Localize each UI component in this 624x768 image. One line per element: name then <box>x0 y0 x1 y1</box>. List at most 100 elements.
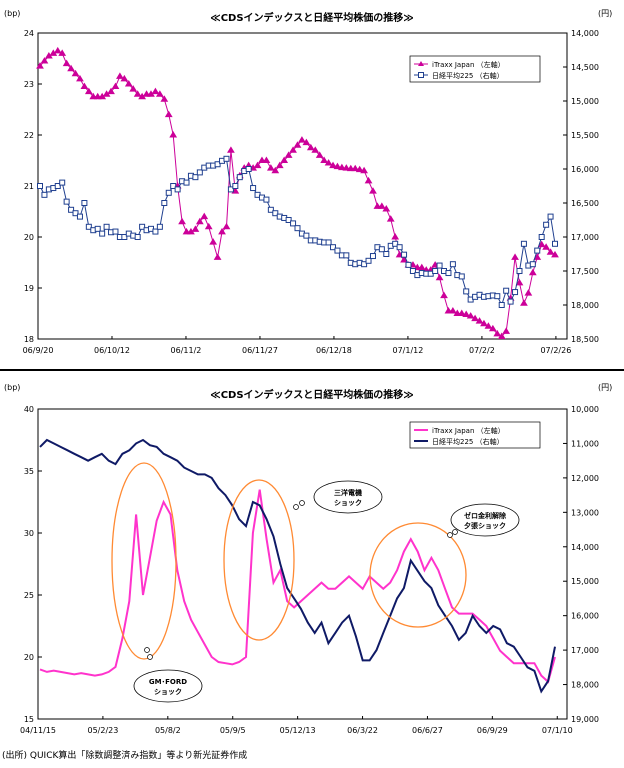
series-point-nikkei <box>223 155 230 162</box>
right-tick-label: 12,000 <box>571 474 599 483</box>
series-point-nikkei <box>165 189 172 196</box>
annotation-bubble-dot <box>447 532 453 538</box>
series-point-nikkei <box>303 232 310 239</box>
right-tick-label: 18,000 <box>571 681 599 690</box>
x-tick-label: 05/8/2 <box>155 726 181 735</box>
series-point-nikkei <box>330 244 337 251</box>
left-tick-label: 21 <box>24 182 34 191</box>
right-tick-label: 17,000 <box>571 646 599 655</box>
series-point-itraxx <box>417 263 426 271</box>
chart-title: ≪CDSインデックスと日経平均株価の推移≫ <box>210 388 413 401</box>
annotation-bubble-dot <box>452 529 458 535</box>
series-point-itraxx <box>466 312 475 319</box>
right-axis-unit: (円) <box>598 9 612 18</box>
series-point-nikkei <box>81 200 88 206</box>
series-point-itraxx <box>253 161 262 169</box>
series-point-itraxx <box>351 164 360 172</box>
x-tick-label: 06/6/27 <box>412 726 443 735</box>
series-point-itraxx <box>342 164 351 171</box>
left-tick-label: 40 <box>24 405 34 414</box>
chart-panel-2: ≪CDSインデックスと日経平均株価の推移≫ (bp) (円) 15 20 25 30 35 40… <box>4 383 612 735</box>
series-point-itraxx <box>120 74 129 82</box>
series-point-nikkei <box>245 166 252 172</box>
series-point-nikkei <box>516 268 523 274</box>
annotation-bubble <box>313 480 383 514</box>
series-point-nikkei <box>103 223 110 230</box>
annotation-bubble <box>450 503 520 537</box>
series-point-nikkei <box>121 234 128 240</box>
series-point-nikkei <box>232 183 239 189</box>
series-point-nikkei <box>214 161 221 168</box>
panel-divider <box>0 369 624 371</box>
series-point-nikkei <box>192 174 199 181</box>
right-tick-label: 15,000 <box>571 577 599 586</box>
series-point-nikkei <box>432 268 439 274</box>
series-point-nikkei <box>72 210 79 217</box>
series-point-itraxx <box>315 151 324 158</box>
series-point-itraxx <box>502 327 511 334</box>
legend-label: iTraxx Japan （左軸） <box>432 60 505 69</box>
series-point-itraxx <box>222 222 231 230</box>
series-point-itraxx <box>369 187 377 194</box>
series-point-itraxx <box>124 80 133 87</box>
series-point-itraxx <box>80 82 89 90</box>
right-tick-label: 16,000 <box>571 612 599 621</box>
series-point-itraxx <box>542 243 551 250</box>
right-tick-label: 13,000 <box>571 508 599 517</box>
series-point-nikkei <box>59 179 66 186</box>
left-tick-label: 25 <box>24 591 34 600</box>
series-point-nikkei <box>396 244 403 251</box>
series-point-itraxx <box>444 306 453 314</box>
annotation-ellipse <box>111 462 177 660</box>
series-point-nikkei <box>378 246 385 253</box>
series-point-nikkei <box>139 223 146 230</box>
series-point-nikkei <box>463 288 470 295</box>
series-point-itraxx <box>386 215 395 222</box>
series-point-nikkei <box>54 183 61 189</box>
series-point-nikkei <box>449 261 456 268</box>
series-point-nikkei <box>134 234 141 240</box>
series-point-itraxx <box>364 176 373 184</box>
series-point-nikkei <box>285 217 292 223</box>
right-tick-label: 18,000 <box>571 301 599 310</box>
series-point-itraxx <box>284 151 293 158</box>
annotation-bubble <box>133 669 203 703</box>
right-tick-label: 11,000 <box>571 439 599 448</box>
series-point-nikkei <box>294 225 301 232</box>
x-tick-label: 05/9/5 <box>220 726 246 735</box>
series-point-itraxx <box>453 309 462 316</box>
series-point-nikkei <box>547 213 554 220</box>
chart-title: ≪CDSインデックスと日経平均株価の推移≫ <box>210 11 413 24</box>
left-tick-label: 23 <box>24 80 34 89</box>
series-point-nikkei <box>263 196 270 203</box>
series-point-itraxx <box>200 212 209 220</box>
series-point-nikkei <box>236 174 243 181</box>
series-point-itraxx <box>515 278 524 286</box>
series-point-nikkei <box>383 251 390 257</box>
right-tick-label: 14,500 <box>571 63 599 72</box>
series-point-itraxx <box>306 143 315 151</box>
series-point-nikkei <box>37 183 43 189</box>
series-point-nikkei <box>227 186 234 193</box>
x-tick-label: 07/2/26 <box>540 346 571 355</box>
series-point-nikkei <box>290 220 297 227</box>
chart-panel-1: ≪CDSインデックスと日経平均株価の推移≫ (bp) (円) 18 19 20 21 22 23… <box>4 9 612 355</box>
left-axis-unit: (bp) <box>4 383 20 392</box>
series-point-itraxx <box>391 233 400 240</box>
left-tick-label: 20 <box>24 233 34 242</box>
annotation-text: ゼロ金利解除 <box>464 511 507 520</box>
left-tick-label: 15 <box>24 715 34 724</box>
series-point-nikkei <box>512 289 519 296</box>
series-point-itraxx <box>435 273 444 281</box>
series-point-itraxx <box>151 87 160 95</box>
series-point-itraxx <box>546 248 555 255</box>
plot-frame <box>37 408 568 720</box>
series-point-nikkei <box>458 273 465 280</box>
series-point-nikkei <box>529 261 536 268</box>
series-point-itraxx <box>93 92 102 100</box>
series-point-itraxx <box>178 217 186 225</box>
legend-label: 日経平均225 （右軸） <box>432 71 504 80</box>
right-tick-label: 15,000 <box>571 97 599 106</box>
series-point-itraxx <box>160 95 169 102</box>
series-point-nikkei <box>361 261 368 268</box>
